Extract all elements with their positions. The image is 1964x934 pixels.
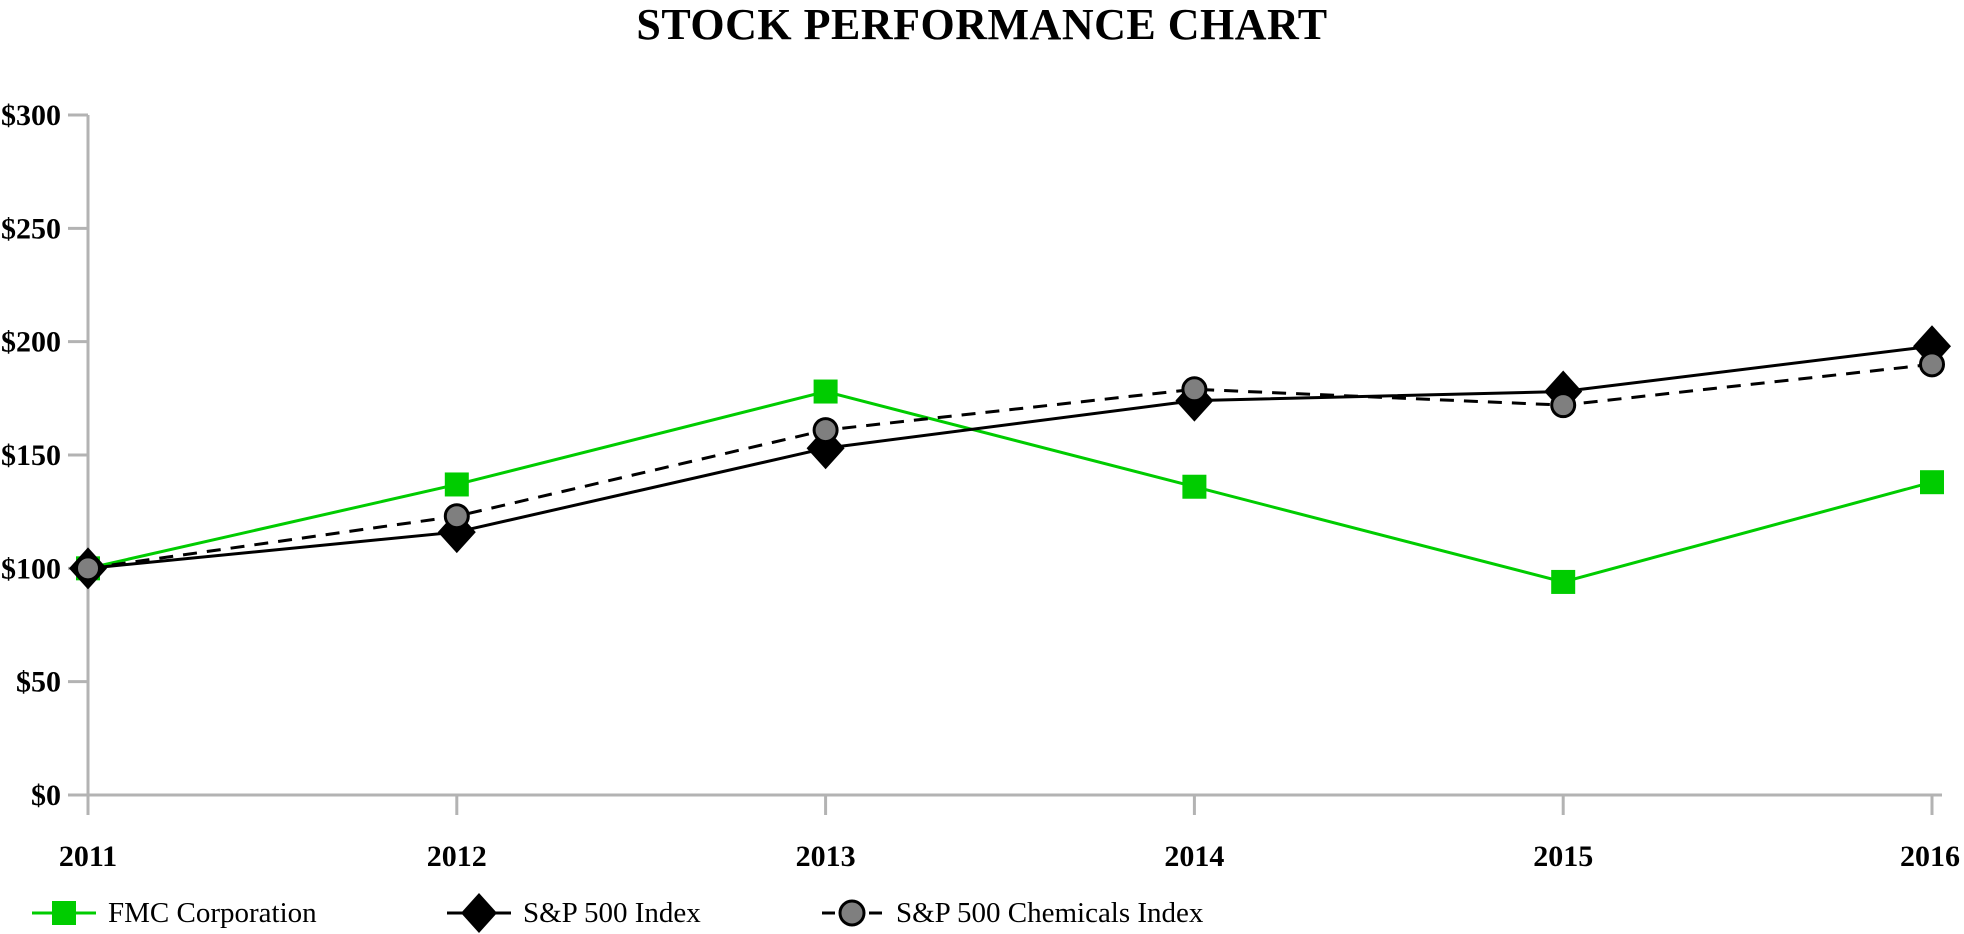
y-tick-label: $200 [1,326,61,359]
marker-circle [1550,392,1577,419]
y-tick-label: $100 [1,552,61,585]
x-tick-label: 2016 [1900,840,1960,873]
x-tick-label: 2011 [59,840,117,873]
sp500-diamond-marker-icon [447,893,511,933]
fmc-square-sample [52,901,76,925]
x-tick-label: 2013 [796,840,856,873]
legend-label-chemicals: S&P 500 Chemicals Index [896,896,1204,929]
legend-item-chemicals: S&P 500 Chemicals Index [820,891,1203,934]
y-tick-label: $0 [31,779,61,812]
marker-circle [75,555,101,582]
y-tick-label: $50 [16,666,61,699]
legend-label-sp500: S&P 500 Index [523,896,701,929]
y-tick-label: $300 [1,99,61,132]
marker-circle [812,417,839,444]
legend-item-sp500: S&P 500 Index [447,891,701,934]
sp500-diamond-sample [461,893,497,933]
marker-square [444,472,469,497]
chemicals-circle-sample [838,899,866,927]
legend-label-fmc: FMC Corporation [108,896,317,929]
series-line-0 [87,389,1933,584]
y-tick-label: $150 [1,439,61,472]
series-line-1 [87,344,1933,570]
x-tick-label: 2015 [1533,840,1593,873]
marker-square [813,379,838,404]
marker-circle [1919,351,1945,378]
marker-circle [1181,376,1208,403]
x-tick-label: 2014 [1164,840,1224,873]
y-tick-label: $250 [1,212,61,245]
series-line-2 [87,362,1933,570]
marker-square [1182,474,1207,499]
x-tick-label: 2012 [427,840,487,873]
fmc-square-marker-icon [32,901,96,925]
marker-circle [443,503,470,530]
chart-title: STOCK PERFORMANCE CHART [636,0,1328,49]
chart-legend: FMC Corporation S&P 500 Index S&P 500 Ch… [0,891,1964,934]
chemicals-circle-marker-icon [822,899,882,927]
marker-square [1920,470,1944,495]
marker-square [1551,569,1576,594]
legend-item-fmc: FMC Corporation [32,891,317,934]
marker-diamond [437,511,476,554]
